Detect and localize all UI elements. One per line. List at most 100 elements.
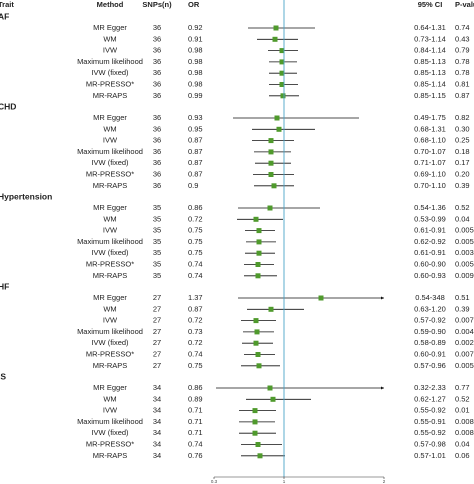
- ci-label: 0.62-0.92: [414, 237, 446, 246]
- method-label: Maximum likelihood: [77, 57, 143, 66]
- ci-label: 0.68-1.31: [414, 124, 446, 133]
- or-label: 0.72: [188, 338, 203, 347]
- header-method: Method: [97, 0, 124, 9]
- method-label: IVW (fixed): [91, 248, 129, 257]
- or-label: 0.74: [188, 349, 203, 358]
- or-marker: [267, 385, 273, 391]
- p-label: 0.003: [455, 248, 474, 257]
- plot-area: [216, 25, 384, 459]
- or-marker: [279, 82, 285, 87]
- or-marker: [268, 160, 274, 166]
- snps-label: 34: [153, 383, 161, 392]
- or-label: 0.93: [188, 113, 203, 122]
- p-label: 0.39: [455, 181, 470, 190]
- method-label: MR Egger: [93, 113, 127, 122]
- or-marker: [256, 239, 262, 245]
- p-label: 0.74: [455, 23, 470, 32]
- method-label: Maximum likelihood: [77, 327, 143, 336]
- method-label: MR-PRESSO*: [86, 349, 134, 358]
- or-marker: [254, 329, 260, 335]
- ci-label: 0.61-0.91: [414, 248, 446, 257]
- p-label: 0.51: [455, 293, 470, 302]
- ci-label: 0.64-1.31: [414, 23, 446, 32]
- ci-label: 0.84-1.14: [414, 46, 446, 55]
- p-label: 0.78: [455, 57, 470, 66]
- method-label: IVW: [103, 316, 118, 325]
- snps-label: 36: [153, 113, 161, 122]
- snps-label: 36: [153, 124, 161, 133]
- trait-label: HF: [0, 281, 9, 291]
- trait-label: CHD: [0, 101, 16, 111]
- snps-label: 36: [153, 147, 161, 156]
- p-label: 0.002: [455, 338, 474, 347]
- or-marker: [268, 149, 274, 155]
- ci-label: 0.63-1.20: [414, 304, 446, 313]
- or-label: 0.87: [188, 304, 203, 313]
- or-label: 0.98: [188, 57, 203, 66]
- p-label: 0.005: [455, 259, 474, 268]
- snps-label: 36: [153, 34, 161, 43]
- or-marker: [280, 93, 286, 99]
- or-label: 0.75: [188, 237, 203, 246]
- p-label: 0.007: [455, 349, 474, 358]
- snps-label: 35: [153, 226, 161, 235]
- ci-label: 0.61-0.91: [414, 226, 446, 235]
- or-label: 0.72: [188, 316, 203, 325]
- or-marker: [255, 262, 261, 267]
- snps-label: 27: [153, 361, 161, 370]
- method-label: MR-PRESSO*: [86, 79, 134, 88]
- or-label: 0.98: [188, 46, 203, 55]
- method-label: MR-RAPS: [93, 181, 128, 190]
- p-label: 0.009: [455, 271, 474, 280]
- or-marker: [252, 408, 258, 414]
- snps-label: 34: [153, 428, 161, 437]
- snps-label: 36: [153, 68, 161, 77]
- ci-label: 0.60-0.91: [414, 349, 446, 358]
- ci-label: 0.68-1.10: [414, 136, 446, 145]
- p-label: 0.87: [455, 91, 470, 100]
- or-label: 0.73: [188, 327, 203, 336]
- ci-label: 0.60-0.93: [414, 271, 446, 280]
- p-label: 0.007: [455, 316, 474, 325]
- or-label: 0.75: [188, 226, 203, 235]
- ci-label: 0.55-0.92: [414, 406, 446, 415]
- method-label: MR-PRESSO*: [86, 259, 134, 268]
- p-label: 0.005: [455, 237, 474, 246]
- p-label: 0.005: [455, 226, 474, 235]
- or-label: 0.9: [188, 181, 198, 190]
- snps-label: 35: [153, 237, 161, 246]
- or-marker: [256, 363, 262, 369]
- ci-label: 0.62-1.27: [414, 394, 446, 403]
- or-marker: [276, 126, 282, 132]
- method-label: IVW (fixed): [91, 158, 129, 167]
- ci-label: 0.69-1.10: [414, 169, 446, 178]
- p-label: 0.04: [455, 439, 470, 448]
- or-marker: [268, 138, 274, 144]
- or-marker: [279, 48, 285, 54]
- or-marker: [271, 183, 277, 189]
- method-label: MR-RAPS: [93, 361, 128, 370]
- method-label: WM: [103, 34, 116, 43]
- p-label: 0.43: [455, 34, 470, 43]
- ci-label: 0.49-1.75: [414, 113, 446, 122]
- or-label: 0.99: [188, 91, 203, 100]
- or-marker: [252, 419, 258, 425]
- method-label: MR Egger: [93, 383, 127, 392]
- snps-label: 36: [153, 91, 161, 100]
- or-label: 0.95: [188, 124, 203, 133]
- snps-label: 27: [153, 316, 161, 325]
- snps-label: 35: [153, 203, 161, 212]
- or-marker: [255, 442, 261, 447]
- ci-label: 0.85-1.13: [414, 68, 446, 77]
- snps-label: 35: [153, 248, 161, 257]
- or-label: 0.87: [188, 169, 203, 178]
- ci-label: 0.85-1.15: [414, 91, 446, 100]
- method-label: MR Egger: [93, 23, 127, 32]
- p-label: 0.52: [455, 394, 470, 403]
- or-marker: [318, 295, 324, 301]
- or-label: 0.72: [188, 214, 203, 223]
- or-marker: [253, 318, 259, 324]
- ci-label: 0.59-0.90: [414, 327, 446, 336]
- method-label: MR-PRESSO*: [86, 169, 134, 178]
